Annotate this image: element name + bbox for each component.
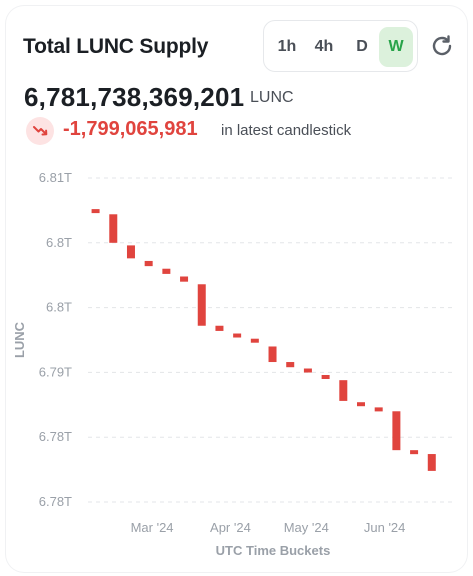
candle[interactable] (109, 214, 118, 243)
x-axis-ticks: Mar '24 Apr '24 May '24 Jun '24 (131, 520, 406, 535)
candle[interactable] (303, 368, 312, 373)
card-title: Total LUNC Supply (23, 35, 209, 58)
timeframe-d-button[interactable]: D (356, 38, 368, 55)
candle[interactable] (427, 454, 436, 471)
supply-value: 6,781,738,369,201 (24, 82, 245, 112)
candle[interactable] (91, 209, 100, 214)
candle[interactable] (410, 450, 419, 455)
x-tick-label: May '24 (284, 520, 329, 535)
y-tick-label: 6.8T (46, 300, 72, 315)
y-axis-ticks: 6.81T 6.8T 6.8T 6.79T 6.78T 6.78T (39, 170, 72, 509)
trend-down-icon (26, 117, 54, 145)
candle[interactable] (357, 402, 365, 407)
grid-lines (88, 177, 452, 503)
y-tick-label: 6.79T (39, 364, 72, 379)
supply-unit: LUNC (250, 89, 294, 106)
y-tick-label: 6.78T (39, 429, 72, 444)
candle[interactable] (250, 338, 259, 343)
change-caption: in latest candlestick (221, 122, 352, 139)
y-tick-label: 6.78T (39, 494, 72, 509)
timeframe-w-button[interactable]: W (379, 27, 413, 67)
timeframe-selector: 1h 4h D W (263, 20, 418, 72)
candle[interactable] (144, 260, 153, 267)
candle[interactable] (392, 411, 401, 451)
candle[interactable] (339, 380, 348, 401)
timeframe-1h-button[interactable]: 1h (277, 38, 297, 55)
change-value: -1,799,065,981 (63, 118, 198, 140)
candle[interactable] (180, 276, 189, 282)
x-tick-label: Apr '24 (210, 520, 251, 535)
y-axis-title: LUNC (12, 321, 27, 358)
candle[interactable] (233, 333, 242, 338)
x-axis-title: UTC Time Buckets (216, 543, 331, 558)
supply-card (6, 6, 467, 572)
candle[interactable] (321, 374, 330, 379)
candle[interactable] (286, 362, 295, 368)
candle[interactable] (197, 284, 206, 326)
y-tick-label: 6.8T (46, 235, 72, 250)
x-tick-label: Mar '24 (131, 520, 174, 535)
candle[interactable] (374, 407, 383, 412)
candle[interactable] (215, 325, 224, 331)
y-tick-label: 6.81T (39, 170, 72, 185)
candle[interactable] (268, 346, 277, 363)
candles (91, 209, 436, 471)
candle[interactable] (162, 268, 171, 274)
refresh-icon[interactable] (428, 32, 456, 60)
timeframe-4h-button[interactable]: 4h (314, 38, 334, 55)
candle[interactable] (126, 245, 135, 259)
x-tick-label: Jun '24 (364, 520, 406, 535)
